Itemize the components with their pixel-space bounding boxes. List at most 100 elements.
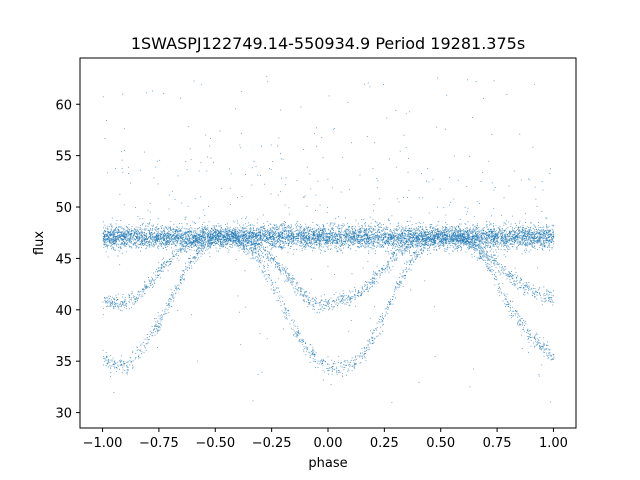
data-point xyxy=(112,232,113,233)
data-point xyxy=(107,238,109,239)
data-point xyxy=(278,234,280,235)
data-point xyxy=(493,237,495,239)
data-point xyxy=(537,233,539,235)
data-point xyxy=(501,244,503,246)
data-point xyxy=(383,224,384,225)
data-point xyxy=(447,235,449,237)
data-point xyxy=(378,226,380,228)
data-point xyxy=(541,244,543,245)
data-point xyxy=(372,244,374,245)
data-point xyxy=(504,235,506,237)
data-point xyxy=(345,241,347,243)
data-point xyxy=(463,230,465,232)
data-point xyxy=(332,238,334,240)
data-point xyxy=(240,237,242,239)
data-point xyxy=(265,240,266,242)
data-point xyxy=(494,241,495,243)
data-point xyxy=(147,229,149,231)
data-point xyxy=(548,229,550,231)
data-point xyxy=(537,237,539,238)
data-point xyxy=(123,228,125,230)
data-point xyxy=(293,236,295,237)
data-point xyxy=(522,230,523,231)
data-point xyxy=(537,240,539,242)
data-point xyxy=(398,243,400,245)
data-point xyxy=(256,240,257,242)
data-point xyxy=(173,235,175,237)
data-point xyxy=(318,226,320,228)
data-point xyxy=(522,239,524,241)
data-point xyxy=(364,228,366,230)
data-point xyxy=(291,230,293,232)
data-point xyxy=(262,234,264,235)
data-point xyxy=(135,243,136,245)
data-point xyxy=(407,230,408,231)
data-point xyxy=(261,235,263,237)
data-point xyxy=(235,238,237,239)
data-point xyxy=(317,236,319,237)
data-point xyxy=(266,246,268,248)
data-point xyxy=(504,244,506,246)
data-point xyxy=(152,233,154,235)
data-point xyxy=(167,235,169,237)
data-point xyxy=(423,222,424,224)
data-point xyxy=(400,243,402,244)
data-point xyxy=(174,238,176,240)
data-point xyxy=(322,225,324,227)
data-point xyxy=(238,244,239,246)
data-point xyxy=(324,251,326,253)
data-point xyxy=(373,238,375,240)
data-point xyxy=(330,233,331,235)
data-point xyxy=(242,234,244,236)
data-point xyxy=(274,227,276,229)
data-point xyxy=(544,243,546,245)
data-point xyxy=(388,237,390,239)
data-point xyxy=(350,238,352,240)
data-point xyxy=(146,235,148,237)
data-point xyxy=(510,223,512,225)
data-point xyxy=(382,244,383,246)
data-point xyxy=(440,241,442,243)
data-point xyxy=(545,226,547,228)
data-point xyxy=(147,225,149,227)
data-point xyxy=(371,243,373,245)
data-point xyxy=(129,246,131,248)
data-point xyxy=(533,239,535,241)
data-point xyxy=(369,226,371,228)
data-point xyxy=(130,242,132,244)
data-point xyxy=(368,236,370,238)
data-point xyxy=(139,236,141,238)
data-point xyxy=(443,246,445,247)
data-point xyxy=(451,226,452,227)
data-point xyxy=(242,244,244,246)
data-point xyxy=(389,230,391,232)
data-point xyxy=(468,235,470,237)
data-point xyxy=(172,241,174,243)
data-point xyxy=(387,247,389,249)
data-point xyxy=(505,241,507,243)
data-point xyxy=(384,235,386,237)
data-point xyxy=(418,242,419,244)
data-point xyxy=(439,230,440,232)
data-point xyxy=(242,226,244,228)
data-point xyxy=(297,236,299,238)
data-point xyxy=(196,244,198,246)
data-point xyxy=(232,238,233,239)
data-point xyxy=(391,215,393,217)
data-point xyxy=(153,243,154,245)
data-point xyxy=(103,247,105,248)
data-point xyxy=(436,231,438,232)
data-point xyxy=(201,230,202,232)
data-point xyxy=(405,231,407,232)
data-point xyxy=(331,238,332,240)
data-point xyxy=(532,240,534,241)
data-point xyxy=(310,238,312,240)
data-point xyxy=(543,246,545,247)
data-point xyxy=(235,231,237,233)
data-point xyxy=(334,237,336,239)
data-point xyxy=(145,228,147,230)
data-point xyxy=(480,248,482,250)
data-point xyxy=(125,234,127,235)
data-point xyxy=(408,233,410,235)
data-point xyxy=(163,238,165,240)
